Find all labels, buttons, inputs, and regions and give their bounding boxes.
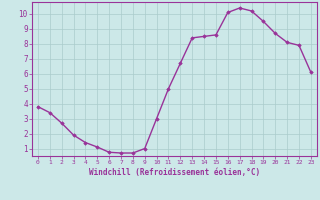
X-axis label: Windchill (Refroidissement éolien,°C): Windchill (Refroidissement éolien,°C) bbox=[89, 168, 260, 177]
